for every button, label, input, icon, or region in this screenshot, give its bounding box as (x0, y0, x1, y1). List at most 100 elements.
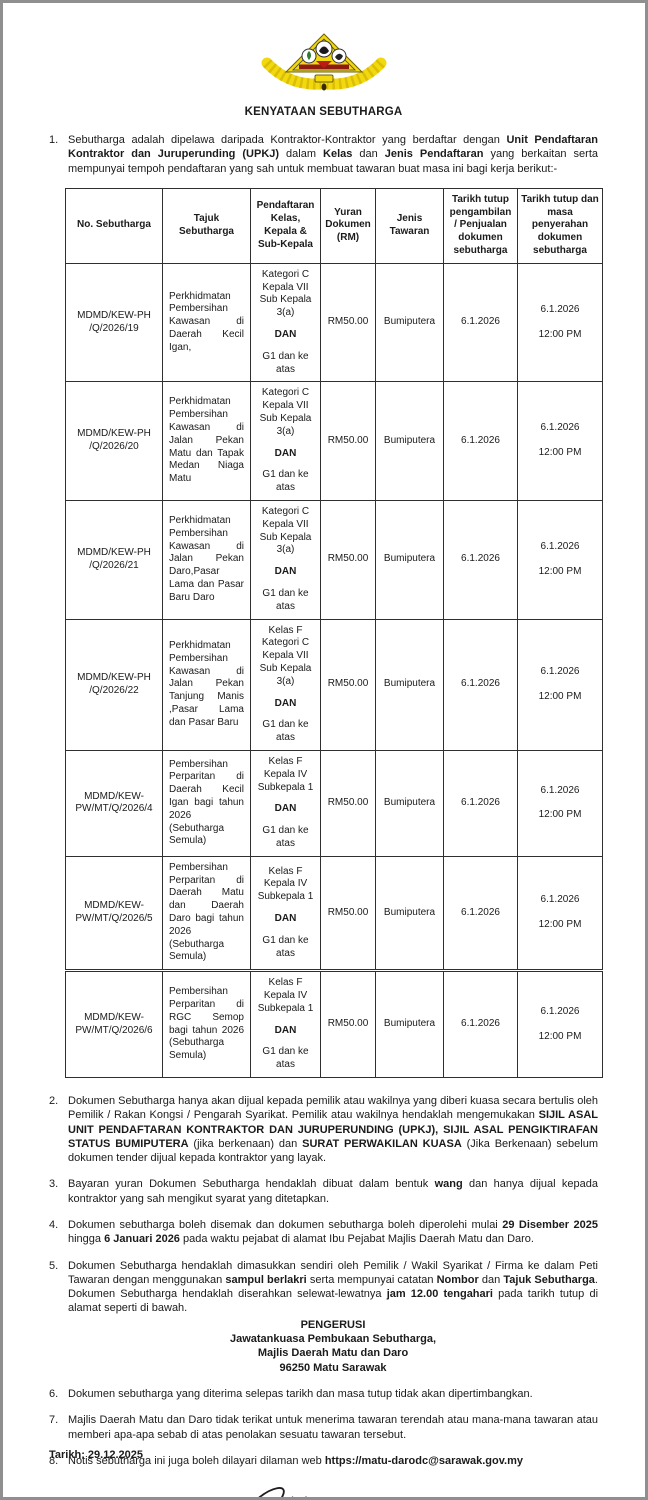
signature-scribble-icon (258, 1487, 307, 1497)
table-container: No. Sebutharga Tajuk Sebutharga Pendaftara… (65, 187, 603, 1078)
item-text: Sebutharga adalah dipelawa daripada Kont… (68, 133, 598, 176)
text-segment: Nombor (436, 1273, 479, 1286)
document-fee-cell: RM50.00 (320, 749, 376, 857)
document-fee-cell: RM50.00 (320, 855, 376, 972)
notice-item: 6. Dokumen sebutharga yang diterima selep… (49, 1387, 598, 1401)
date-line: 6.1.2026 (540, 666, 580, 677)
registration-line: G1 dan ke atas (262, 719, 309, 744)
item-number: 3. (49, 1178, 59, 1191)
sale-close-date-cell: 6.1.2026 (443, 381, 518, 502)
text-segment: (Jika Berkenaan) sebelum dokumen tender … (68, 1137, 599, 1165)
document-fee-cell: RM50.00 (320, 381, 376, 502)
notice-item: 4. Dokumen sebutharga boleh disemak dan d… (49, 1218, 598, 1247)
address-line: 96250 Matu Sarawak (279, 1361, 387, 1374)
text-segment: (jika berkenaan) dan (188, 1137, 303, 1150)
date-line: 12:00 PM (538, 565, 582, 577)
registration-line: DAN (274, 803, 297, 815)
document-fee-cell: RM50.00 (320, 262, 376, 383)
text-segment: jam 12.00 tengahari (386, 1288, 493, 1301)
registration-line: Kelas F Kategori C Kepala VII Sub Kepala… (259, 624, 312, 687)
notice-item: 1. Sebutharga adalah dipelawa daripada Ko… (49, 133, 598, 176)
date-line: 6.1.2026 (540, 303, 580, 315)
date-line: 12:00 PM (538, 328, 582, 340)
registration-line: G1 dan ke atas (262, 350, 309, 375)
registration-line: Kategori C Kepala VII Sub Kepala 3(a) (259, 387, 312, 437)
text-segment: Bayaran yuran Dokumen Sebutharga hendakl… (68, 1178, 435, 1191)
items-after-table: 2. Dokumen Sebutharga hanya akan dijual k… (49, 1094, 598, 1468)
tender-no-cell: MDMD/KEW-PH /Q/2026/21 (65, 500, 163, 620)
sale-close-date-cell: 6.1.2026 (443, 262, 518, 383)
address-line: Majlis Daerah Matu dan Daro (257, 1347, 409, 1360)
table-row: MDMD/KEW- PW/MT/Q/2026/5 Pembersihan Perp… (65, 855, 603, 972)
item-text: Dokumen sebutharga boleh disemak dan dok… (68, 1218, 598, 1247)
registration-class-cell: Kelas F Kepala IV Subkepala 1 DAN G1 dan k… (250, 855, 321, 972)
page-title: KENYATAAN SEBUTHARGA (244, 106, 403, 118)
registration-line: DAN (274, 1024, 297, 1036)
text-segment: Notis sebutharga ini juga boleh dilayari… (68, 1454, 325, 1467)
table-row: MDMD/KEW- PW/MT/Q/2026/6 Pembersihan Perp… (65, 969, 603, 1078)
logo-container (49, 29, 598, 98)
date-line: 6.1.2026 (540, 784, 580, 796)
registration-line: DAN (274, 329, 297, 341)
web-link[interactable]: https://matu-darodc@sarawak.gov.my (324, 1454, 524, 1467)
text-segment: dalam (279, 148, 324, 161)
registration-line: DAN (274, 912, 297, 924)
item-text: Dokumen Sebutharga hanya akan dijual kep… (68, 1094, 598, 1165)
text-segment: serta mempunyai catatan (306, 1273, 437, 1286)
item-text: Dokumen Sebutharga hendaklah dimasukkan … (68, 1259, 598, 1375)
text-segment: 29 Disember 2025 (502, 1219, 599, 1231)
offer-type-cell: Bumiputera (375, 381, 444, 502)
offer-type-cell: Bumiputera (375, 855, 444, 972)
tender-no-cell: MDMD/KEW-PH /Q/2026/20 (65, 381, 163, 502)
text-segment: wang (434, 1178, 463, 1191)
text-segment: hingga (68, 1233, 105, 1246)
table-row: MDMD/KEW-PH /Q/2026/20 Perkhidmatan Pembe… (65, 381, 603, 502)
item-number: 7. (49, 1414, 59, 1427)
submission-close-cell: 6.1.2026 12:00 PM (517, 381, 603, 502)
notice-item: 8. Notis sebutharga ini juga boleh dilaya… (49, 1454, 598, 1468)
registration-line: G1 dan ke atas (262, 469, 309, 494)
registration-line: G1 dan ke atas (262, 1046, 309, 1071)
column-header: Jenis Tawaran (375, 187, 444, 264)
date-line: 12:00 PM (538, 1030, 582, 1042)
sale-close-date-cell: 6.1.2026 (443, 749, 518, 857)
registration-line: Kelas F Kepala IV Subkepala 1 (257, 865, 314, 903)
submission-close-cell: 6.1.2026 12:00 PM (517, 855, 603, 972)
document-date: Tarikh: 29.12.2025 (49, 1449, 143, 1461)
registration-line: DAN (274, 566, 297, 578)
notice-item: 3. Bayaran yuran Dokumen Sebutharga henda… (49, 1177, 598, 1206)
item-number: 8. (49, 1454, 59, 1467)
registration-line: DAN (274, 697, 297, 709)
registration-class-cell: Kategori C Kepala VII Sub Kepala 3(a) DAN… (250, 262, 321, 383)
date-line: 6.1.2026 (540, 1005, 580, 1017)
registration-line: G1 dan ke atas (262, 825, 309, 849)
tender-no-cell: MDMD/KEW-PH /Q/2026/22 (65, 618, 163, 751)
text-segment: Unit Pendaftaran Kontraktor dan Juruperu… (68, 134, 598, 161)
text-segment: Kelas (323, 148, 353, 161)
registration-line: G1 dan ke atas (262, 588, 309, 612)
registration-line: G1 dan ke atas (262, 934, 309, 959)
text-segment: SURAT PERWAKILAN KUASA (302, 1137, 462, 1150)
item-text: Majlis Daerah Matu dan Daro tidak terika… (68, 1413, 598, 1442)
items-before-table: 1. Sebutharga adalah dipelawa daripada Ko… (49, 133, 598, 176)
tender-title-cell: Perkhidmatan Pembersihan Kawasan di Jala… (162, 500, 251, 620)
tender-no-cell: MDMD/KEW- PW/MT/Q/2026/5 (65, 855, 163, 972)
text-segment: SIJIL ASAL UNIT PENDAFTARAN KONTRAKTOR D… (68, 1109, 598, 1150)
notice-item: 5. Dokumen Sebutharga hendaklah dimasukka… (49, 1259, 598, 1375)
item-text: Notis sebutharga ini juga boleh dilayari… (68, 1454, 598, 1468)
text-segment: yang berkaitan serta mempunyai tempoh pe… (68, 148, 599, 175)
address-line: Jawatankuasa Pembukaan Sebutharga, (229, 1333, 437, 1346)
column-header: Tajuk Sebutharga (162, 187, 251, 264)
document-fee-cell: RM50.00 (320, 969, 376, 1078)
item-number: 6. (49, 1387, 59, 1400)
document-content: KENYATAAN SEBUTHARGA 1. Sebutharga adalah… (3, 3, 645, 1497)
table-row: MDMD/KEW- PW/MT/Q/2026/4 Pembersihan Perp… (65, 749, 603, 857)
date-line: 12:00 PM (538, 809, 582, 821)
column-header: Tarikh tutup pengambilan / Penjualan dok… (443, 187, 518, 264)
submission-address-block: PENGERUSI Jawatankuasa Pembukaan Sebuthar… (68, 1318, 598, 1375)
text-segment: Jenis Pendaftaran (384, 148, 484, 161)
column-header: Pendaftaran Kelas, Kepala & Sub-Kepala (250, 187, 321, 264)
date-line: 6.1.2026 (540, 422, 580, 434)
offer-type-cell: Bumiputera (375, 262, 444, 383)
text-segment: Tajuk Sebutharga (503, 1273, 595, 1286)
